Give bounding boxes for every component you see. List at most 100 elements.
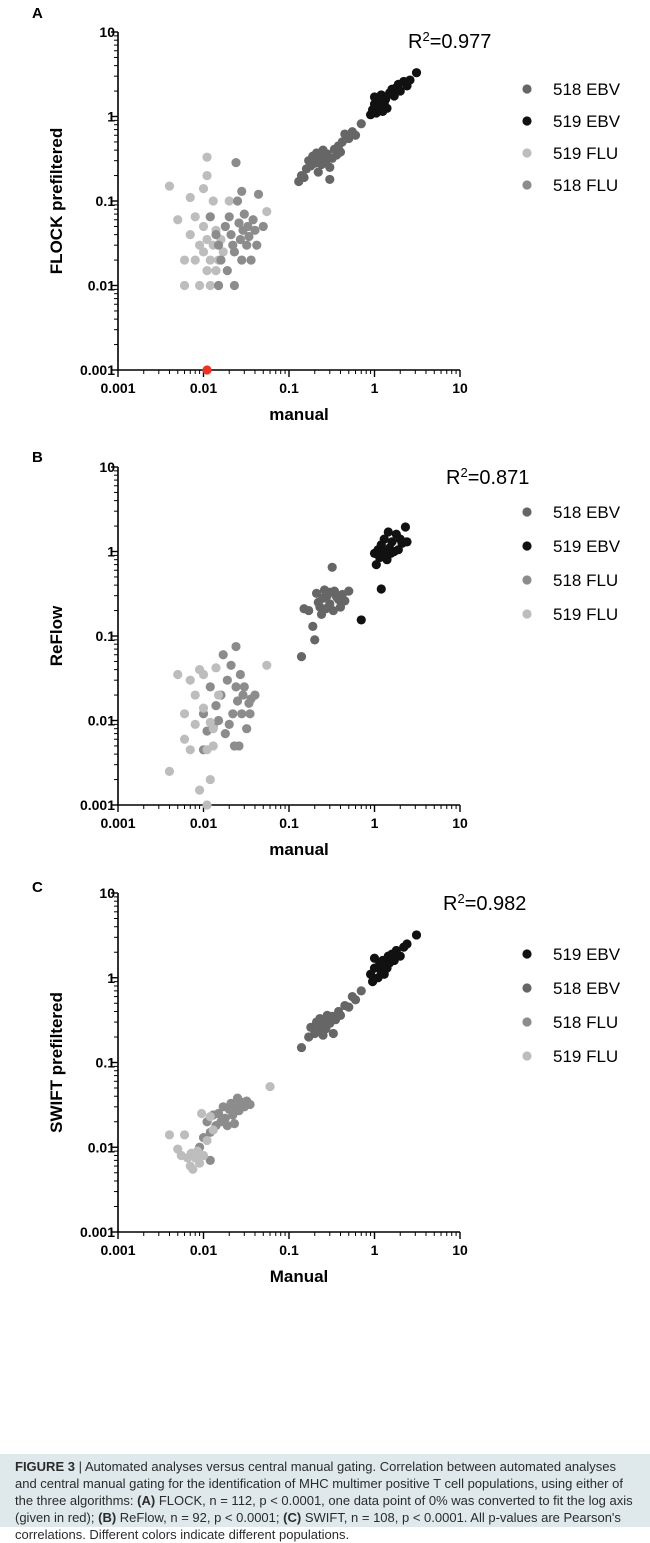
y-tick-label: 0.001	[80, 1224, 115, 1240]
series-519-ebv	[365, 68, 422, 120]
data-point	[376, 584, 386, 594]
y-tick-label: 0.1	[96, 628, 116, 644]
data-point	[310, 635, 320, 645]
data-point	[356, 119, 366, 129]
legend-label: 518 EBV	[553, 503, 621, 522]
data-point	[213, 1108, 224, 1119]
data-point	[213, 690, 224, 700]
x-tick-label: 0.01	[190, 1242, 217, 1258]
data-point	[237, 186, 247, 196]
caption-body: Correlation between automated analyses a…	[15, 1459, 623, 1508]
data-point	[173, 215, 183, 225]
data-point	[194, 280, 205, 291]
data-point	[328, 1028, 338, 1039]
data-point	[242, 240, 252, 250]
data-point	[222, 1121, 232, 1131]
data-point	[198, 184, 209, 194]
data-point	[224, 196, 234, 206]
series-519-flu	[164, 1081, 275, 1174]
data-point	[387, 537, 397, 547]
data-point	[234, 741, 244, 751]
data-point	[258, 221, 268, 232]
data-point	[246, 255, 256, 265]
chart-panel-c: C 0.001 0.001 0.01 0.01 0.1 0.1 1 1 10 10 Manual SWI…	[32, 879, 621, 1286]
data-point	[308, 621, 318, 631]
x-tick-label: 0.1	[279, 815, 299, 831]
legend-label: 518 EBV	[553, 979, 621, 998]
chart-panel-b: B 0.001 0.001 0.01 0.01 0.1 0.1 1 1 10 10 manual ReF…	[32, 449, 621, 859]
data-point	[245, 709, 255, 719]
data-point	[371, 559, 381, 570]
caption-a-label: (A)	[137, 1493, 156, 1508]
data-point	[211, 663, 221, 673]
legend-marker	[522, 609, 532, 619]
data-point	[179, 280, 190, 291]
y-tick-label: 0.01	[88, 278, 115, 294]
data-point	[248, 215, 258, 225]
data-point	[383, 527, 393, 537]
data-point	[218, 247, 228, 257]
data-point	[194, 1158, 205, 1168]
data-point	[188, 1164, 198, 1174]
series-highlight	[202, 365, 212, 375]
y-tick-label: 0.01	[88, 1139, 115, 1155]
data-point	[350, 995, 361, 1005]
x-tick-label: 1	[371, 1242, 379, 1258]
data-point	[164, 181, 175, 191]
data-point	[213, 280, 224, 291]
caption-figure-label: FIGURE 3	[15, 1459, 75, 1474]
data-point	[202, 170, 212, 181]
data-point	[190, 255, 200, 265]
data-point	[311, 588, 322, 598]
legend-marker	[522, 949, 532, 959]
x-tick-label: 0.001	[100, 1242, 135, 1258]
data-point	[194, 240, 205, 250]
x-axis-title: manual	[269, 840, 329, 859]
data-point	[213, 240, 224, 250]
y-tick-label: 1	[107, 970, 115, 986]
legend-label: 519 EBV	[553, 945, 621, 964]
data-point	[335, 147, 346, 157]
data-point	[304, 605, 314, 616]
data-point	[231, 157, 241, 168]
figure-panels: A 0.001 0.001 0.01 0.01 0.1 0.1 1 1 10 10 manual FLO…	[32, 5, 621, 1286]
data-point	[382, 103, 392, 113]
y-tick-label: 0.1	[96, 193, 116, 209]
series-518-flu	[205, 157, 268, 291]
data-point	[356, 615, 366, 625]
legend-marker	[522, 1051, 532, 1061]
data-point	[237, 255, 247, 265]
data-point	[340, 596, 350, 606]
x-tick-label: 10	[452, 815, 468, 831]
data-point	[379, 534, 389, 544]
y-tick-label: 0.01	[88, 713, 115, 729]
data-point	[231, 682, 241, 692]
data-point	[328, 605, 338, 616]
data-point	[405, 75, 415, 85]
caption-a-text: FLOCK, n = 112, p < 0.0001, one data poi…	[15, 1493, 633, 1525]
data-point	[205, 774, 215, 785]
data-point	[198, 247, 209, 257]
y-axis-title: FLOCK prefiltered	[47, 128, 66, 274]
data-point	[185, 675, 195, 685]
data-point	[262, 660, 272, 670]
caption-separator: |	[74, 1459, 85, 1474]
data-point	[218, 650, 228, 660]
legend-label: 519 EBV	[553, 537, 621, 556]
data-point	[190, 719, 200, 729]
data-point	[205, 682, 215, 692]
data-point	[400, 522, 411, 532]
data-point	[208, 741, 218, 751]
caption-title: Automated analyses versus central manual…	[84, 1459, 377, 1474]
legend-marker	[522, 84, 532, 94]
data-point	[402, 939, 412, 949]
series-519-ebv	[365, 930, 422, 987]
data-point	[335, 1010, 346, 1020]
data-point	[229, 280, 240, 291]
data-point	[232, 696, 243, 706]
data-point	[202, 365, 212, 375]
x-tick-label: 10	[452, 380, 468, 396]
data-point	[205, 1155, 215, 1165]
data-point	[185, 745, 195, 755]
data-point	[238, 690, 248, 700]
